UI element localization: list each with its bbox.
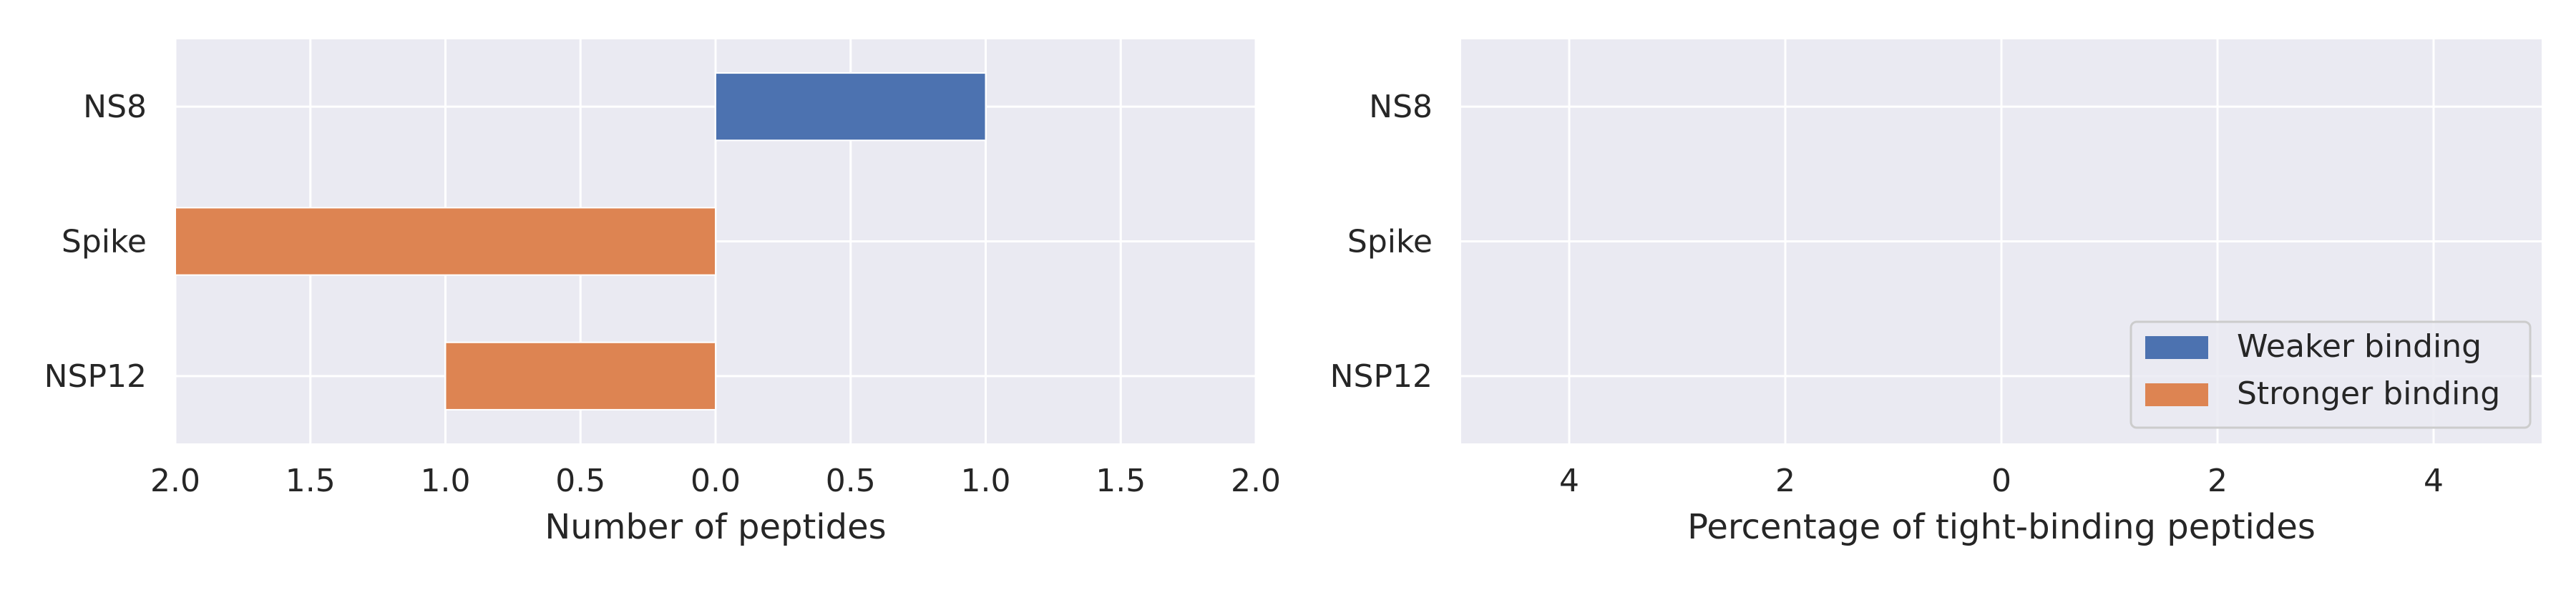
x-tick-label: 0.0	[691, 463, 741, 499]
legend: Weaker binding Stronger binding	[2129, 320, 2532, 429]
x-tick-label: 1.5	[286, 463, 336, 499]
x-tick-label: 4	[2424, 463, 2444, 499]
chart-panel-left: NS8 Spike NSP12 2.0 1.5 1.0 0.5 0.0 0.5 1.0 1.5 2.0…	[44, 39, 1281, 547]
legend-label: Stronger binding	[2237, 375, 2500, 412]
y-tick-label: NSP12	[1330, 358, 1433, 395]
y-tick-label: Spike	[1347, 224, 1433, 260]
x-tick-label: 4	[1559, 463, 1579, 499]
x-tick-label: 0.5	[826, 463, 876, 499]
y-tick-label: NSP12	[44, 358, 147, 395]
bar-stronger-binding-spike	[175, 207, 716, 276]
bar-stronger-binding-nsp12	[444, 341, 716, 410]
x-tick-label: 0.5	[555, 463, 605, 499]
x-tick-label: 1.0	[421, 463, 471, 499]
y-tick-label: NS8	[1369, 89, 1433, 125]
legend-label: Weaker binding	[2237, 328, 2482, 365]
y-tick-label: Spike	[62, 224, 147, 260]
x-tick-label: 2.0	[150, 463, 200, 499]
legend-swatch	[2145, 336, 2208, 359]
x-axis-label: Percentage of tight-binding peptides	[1687, 507, 2316, 547]
x-tick-label: 0	[1991, 463, 2011, 499]
bar-weaker-binding-ns8	[715, 72, 987, 142]
x-tick-label: 2.0	[1231, 463, 1281, 499]
y-tick-label: NS8	[83, 89, 147, 125]
x-tick-label: 2	[1775, 463, 1795, 499]
legend-swatch	[2145, 383, 2208, 406]
x-axis-label: Number of peptides	[545, 507, 886, 547]
x-tick-label: 1.0	[961, 463, 1011, 499]
x-tick-label: 2	[2207, 463, 2228, 499]
x-tick-label: 1.5	[1096, 463, 1146, 499]
chart-panel-right: NS8 Spike NSP12 4 2 0 2 4 Percentage of tight-bi…	[1330, 39, 2542, 547]
legend-box	[2129, 320, 2532, 429]
